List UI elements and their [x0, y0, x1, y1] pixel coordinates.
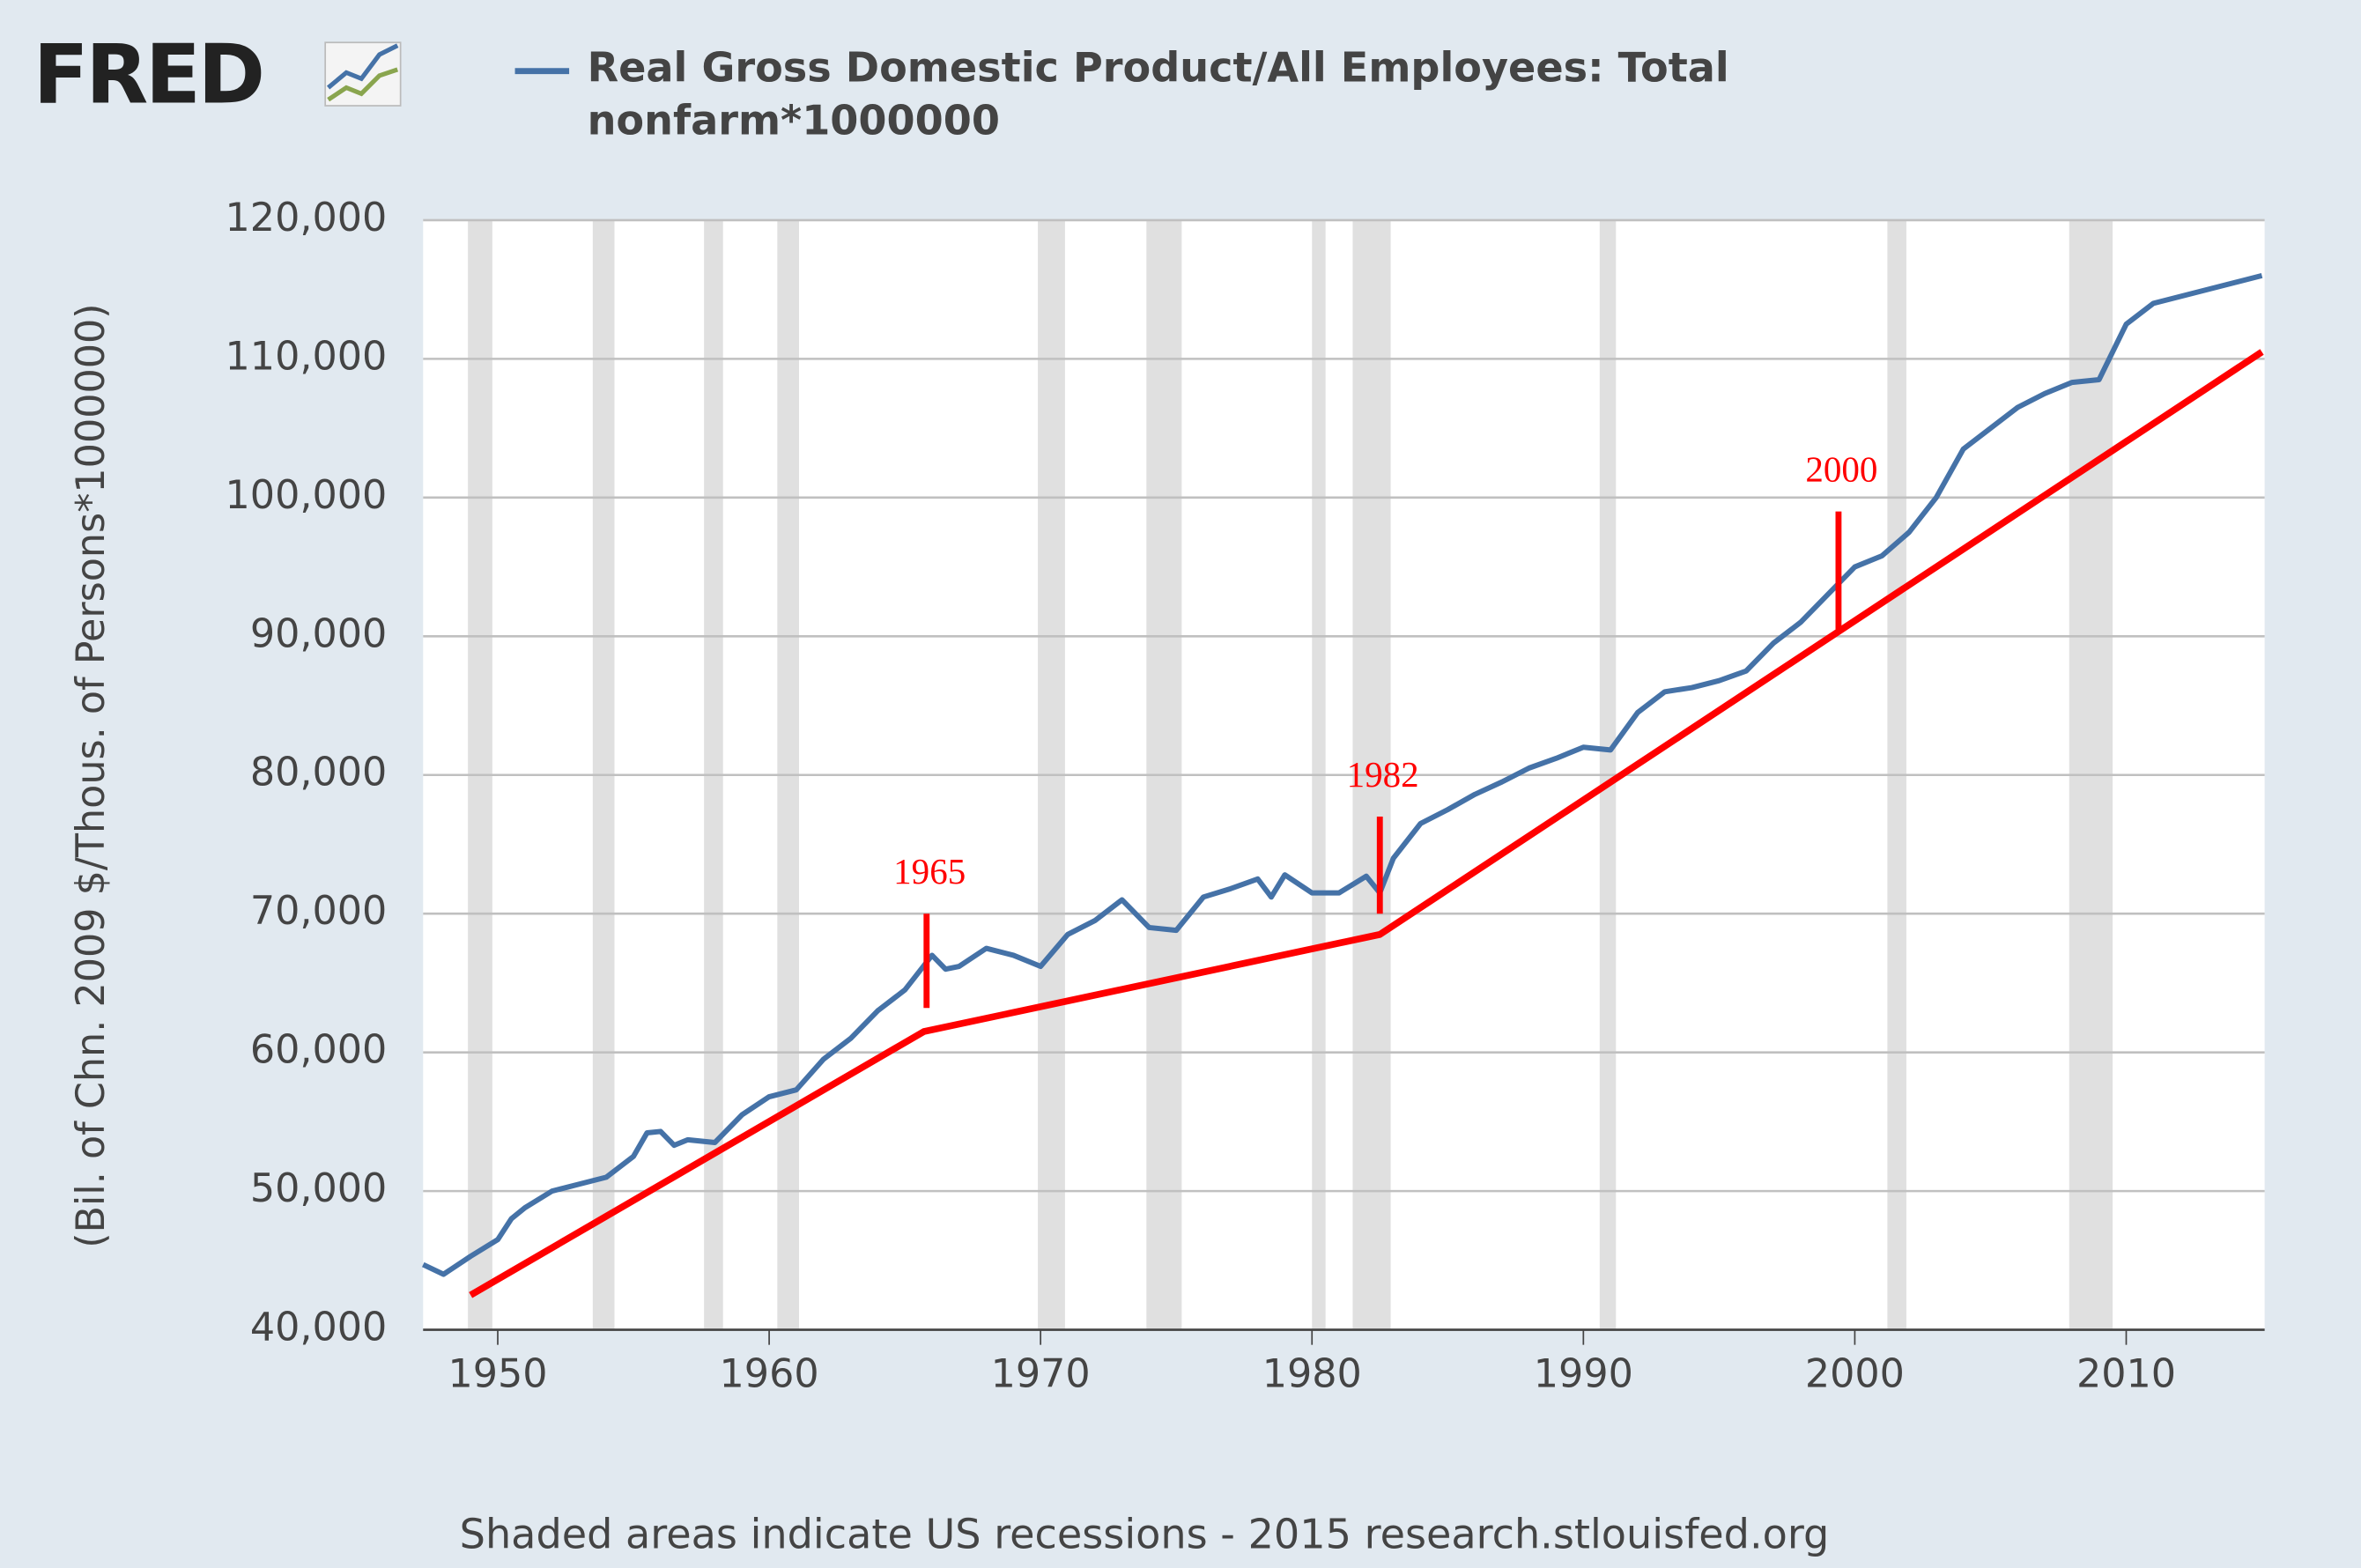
x-tick-label: 2000 — [1805, 1352, 1905, 1397]
y-tick-label: 50,000 — [250, 1166, 387, 1211]
y-tick-label: 80,000 — [250, 751, 387, 795]
trend-line — [469, 349, 2264, 1298]
x-tick-label: 1960 — [720, 1352, 819, 1397]
y-tick-label: 40,000 — [250, 1305, 387, 1350]
logo: FRED — [33, 27, 263, 122]
x-tick-label: 1950 — [448, 1352, 547, 1397]
x-tick-label: 1970 — [991, 1352, 1091, 1397]
x-tick-label: 1980 — [1262, 1352, 1362, 1397]
logo-icon — [324, 41, 402, 107]
annotation-label: 1965 — [893, 851, 966, 891]
x-tick-label: 2010 — [2076, 1352, 2176, 1397]
annotation-label: 1982 — [1347, 754, 1419, 795]
y-tick-label: 90,000 — [250, 611, 387, 656]
footer: Shaded areas indicate US recessions - 20… — [460, 1510, 1830, 1557]
legend-text: Real Gross Domestic Product/All Employee… — [587, 45, 1729, 145]
y-tick-label: 60,000 — [250, 1028, 387, 1073]
x-tick-label: 1990 — [1534, 1352, 1633, 1397]
y-tick-label: 100,000 — [226, 473, 388, 518]
legend-box: Real Gross Domestic Product/All Employee… — [587, 45, 1729, 145]
y-axis-label: (Bil. of Chn. 2009 $/Thous. of Persons*1… — [69, 303, 114, 1247]
annotation-label: 2000 — [1805, 448, 1877, 489]
data-line — [421, 272, 2263, 1277]
y-tick-label: 70,000 — [250, 889, 387, 934]
y-tick-label: 120,000 — [226, 196, 388, 240]
y-tick-label: 110,000 — [226, 334, 388, 379]
